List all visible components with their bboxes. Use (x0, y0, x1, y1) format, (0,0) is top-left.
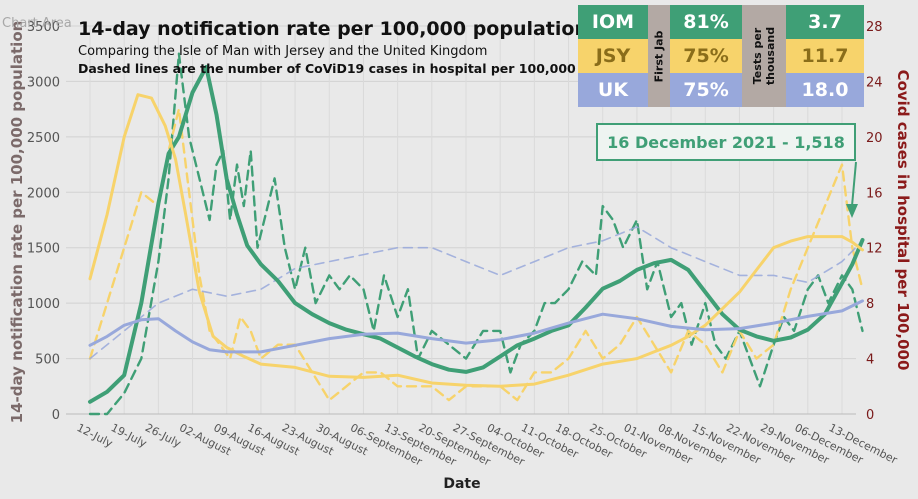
annotation-box: 16 December 2021 - 1,518 (596, 123, 856, 161)
annotation-arrow (851, 161, 857, 207)
table-row-uk-name: UK (578, 73, 648, 107)
y-tick-label: 1000 (27, 297, 60, 312)
y-tick-label: 3500 (27, 20, 60, 35)
series-lines (88, 52, 865, 416)
y-axis-left-title: 14-day notification rate per 100,000 pop… (8, 21, 26, 424)
y-right-tick-label: 16 (866, 186, 883, 201)
series-uk (88, 299, 864, 354)
table-row-uk-tests: 18.0 (786, 73, 864, 107)
series-iom (88, 65, 865, 404)
y-right-tick-label: 12 (866, 242, 883, 257)
series-jsy (88, 93, 864, 388)
chart-subtitle: Comparing the Isle of Man with Jersey an… (78, 44, 488, 59)
table-row-jsy-firstjab: 75% (670, 39, 742, 73)
chart-area-label: Chart Area (2, 16, 72, 31)
chart-title: 14-day notification rate per 100,000 pop… (78, 18, 588, 40)
series-uk-hospital (89, 226, 864, 360)
y-axis-right-title: Covid cases in hospital per 100,000 (894, 70, 912, 371)
vaccination-table: IOM 81% 3.7 JSY 75% 11.7 UK 75% 18.0 Fir… (578, 5, 864, 107)
table-row-jsy-tests: 11.7 (786, 39, 864, 73)
chart-subtitle-dashed-note: Dashed lines are the number of CoViD19 c… (78, 61, 576, 76)
tests-header: Tests per thousand (742, 5, 786, 107)
first-jab-header-text: First Jab (652, 30, 666, 82)
y-tick-label: 500 (35, 353, 60, 368)
gridlines (66, 25, 856, 415)
chart-titles: 14-day notification rate per 100,000 pop… (78, 18, 588, 76)
y-right-tick-label: 28 (866, 20, 883, 35)
table-row-jsy-name: JSY (578, 39, 648, 73)
first-jab-header: First Jab (648, 5, 670, 107)
table-row-iom-name: IOM (578, 5, 648, 39)
y-tick-label: 2000 (27, 186, 60, 201)
table-row-uk-firstjab: 75% (670, 73, 742, 107)
tests-header-text: Tests per thousand (751, 26, 777, 86)
y-axis-right: 0 4 8 12 16 20 24 28 (866, 20, 883, 423)
y-right-tick-label: 4 (866, 353, 874, 368)
y-right-tick-label: 20 (866, 131, 883, 146)
table-row-iom-tests: 3.7 (786, 5, 864, 39)
y-right-tick-label: 24 (866, 75, 883, 90)
y-right-tick-label: 8 (866, 297, 874, 312)
table-row-iom-firstjab: 81% (670, 5, 742, 39)
y-tick-label: 0 (52, 408, 60, 423)
y-axis-left: 0 500 1000 1500 2000 2500 3000 3500 (27, 20, 60, 423)
series-jsy-hospital (88, 107, 864, 402)
y-right-tick-label: 0 (866, 408, 874, 423)
y-tick-label: 2500 (27, 131, 60, 146)
y-tick-label: 3000 (27, 75, 60, 90)
y-tick-label: 1500 (27, 242, 60, 257)
x-axis-title: Date (443, 476, 480, 492)
annotation-arrowhead (846, 203, 858, 218)
